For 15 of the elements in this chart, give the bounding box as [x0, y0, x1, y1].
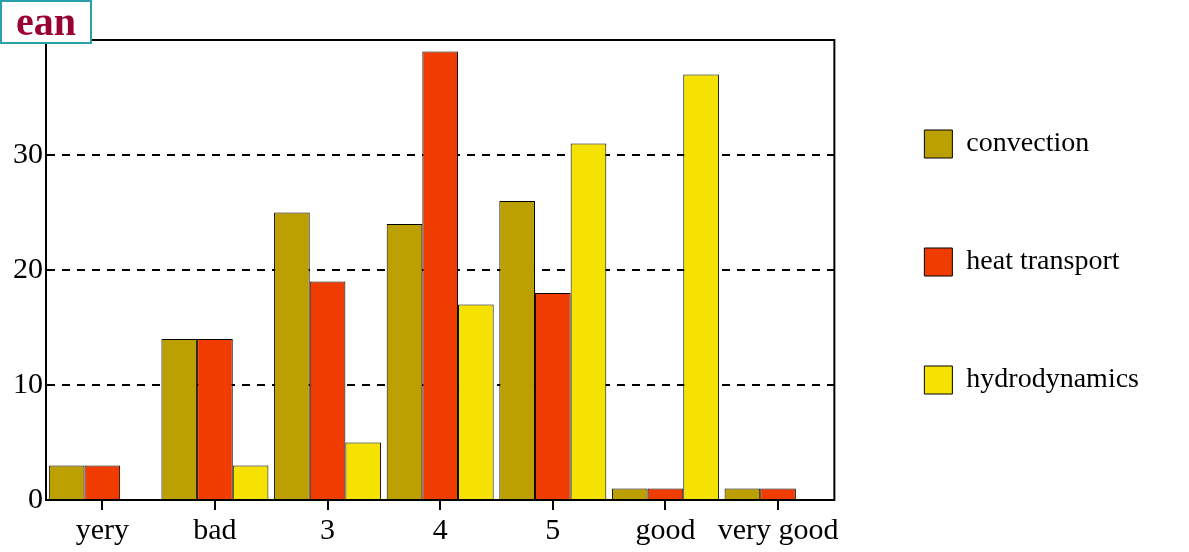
x-tick-label: 5	[545, 511, 561, 545]
x-tick-label: good	[635, 511, 696, 545]
y-tick-label: 20	[13, 250, 43, 284]
legend-label: convection	[966, 126, 1090, 158]
x-tick-label: yery	[75, 511, 129, 545]
legend-label: hydrodynamics	[966, 362, 1140, 394]
legend-label: heat transport	[966, 244, 1120, 276]
x-tick-label: very good	[717, 511, 839, 545]
x-tick-label: 3	[320, 511, 336, 545]
y-tick-label: 10	[13, 365, 43, 399]
y-tick-label: 30	[13, 135, 43, 169]
chart-title: ean	[0, 0, 92, 44]
x-tick-label: bad	[193, 511, 237, 545]
y-tick-label: 0	[28, 480, 43, 514]
x-tick-label: 4	[432, 511, 448, 545]
